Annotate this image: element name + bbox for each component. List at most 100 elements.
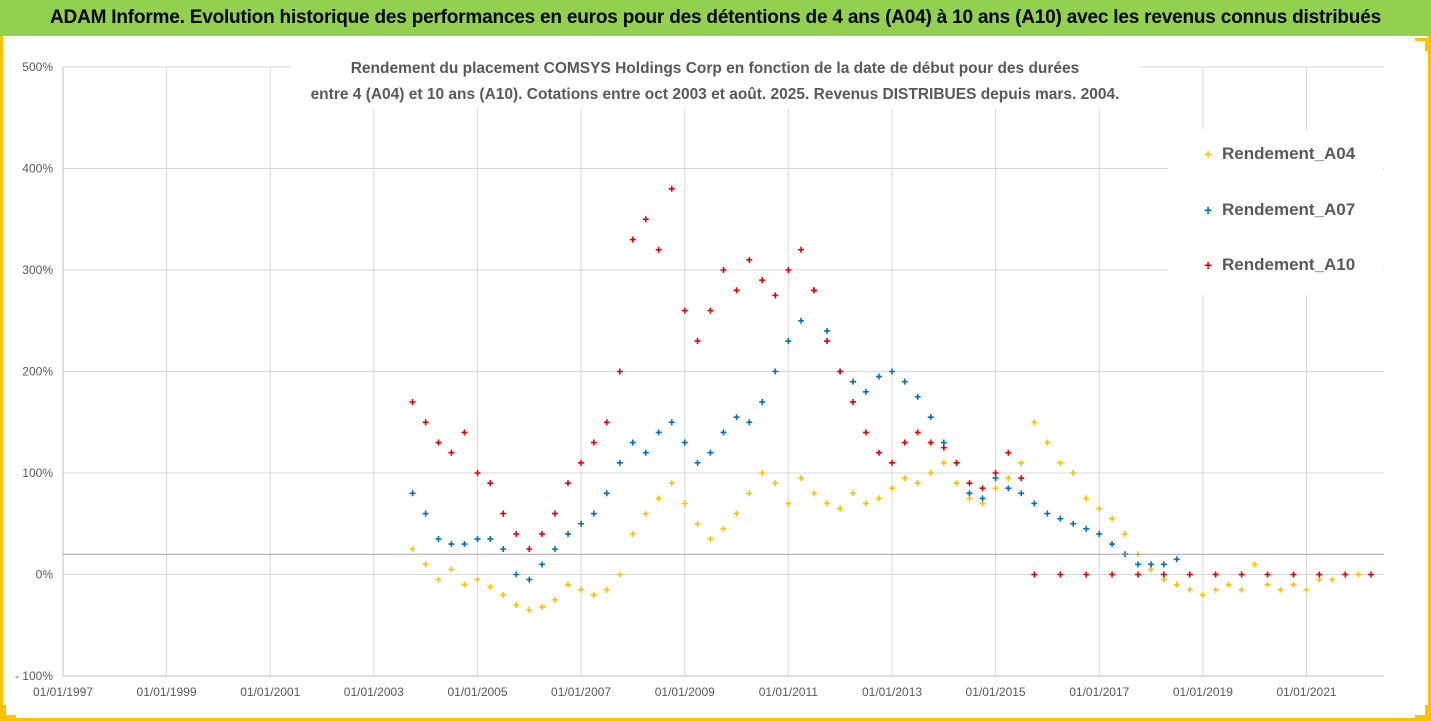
- axes: - 100% 0% 100% 200% 300% 400% 500% 01/01/1997 01…: [15, 60, 1384, 699]
- data-point: [1018, 459, 1025, 466]
- data-point: [500, 546, 507, 553]
- data-point: [513, 571, 520, 578]
- x-tick-label: 01/01/2021: [1277, 685, 1337, 699]
- data-point: [668, 185, 675, 192]
- data-point: [603, 490, 610, 497]
- legend: + Rendement_A04 + Rendement_A07 + Rendem…: [1168, 130, 1383, 295]
- data-point: [940, 439, 947, 446]
- data-point: [889, 368, 896, 375]
- x-tick-label: 01/01/2005: [447, 685, 507, 699]
- data-point: [720, 267, 727, 273]
- data-point: [1057, 571, 1064, 578]
- data-point: [966, 495, 973, 502]
- x-tick-label: 01/01/2001: [240, 685, 300, 699]
- data-point: [435, 439, 442, 446]
- data-point: [500, 510, 507, 517]
- data-point: [979, 495, 986, 502]
- data-point: [811, 490, 818, 497]
- data-point: [966, 490, 973, 497]
- data-point: [681, 307, 688, 314]
- data-point: [992, 485, 999, 492]
- data-point: [539, 530, 546, 537]
- data-point: [746, 490, 753, 497]
- data-point: [1212, 586, 1219, 593]
- data-point: [1096, 505, 1103, 512]
- legend-label-a04: Rendement_A04: [1222, 144, 1356, 163]
- data-point: [889, 459, 896, 466]
- legend-item-a07: + Rendement_A07: [1204, 200, 1355, 220]
- data-point: [837, 505, 844, 512]
- data-point: [1018, 475, 1025, 482]
- data-point: [461, 429, 468, 436]
- data-point: [616, 571, 623, 578]
- data-point: [694, 338, 701, 345]
- data-point: [798, 475, 805, 482]
- data-point: [901, 475, 908, 482]
- frame-corner: [3, 705, 16, 718]
- data-point: [1135, 561, 1142, 568]
- data-point: [526, 607, 533, 614]
- data-point: [487, 535, 494, 542]
- banner-title: ADAM Informe. Evolution historique des p…: [50, 7, 1381, 28]
- data-point: [927, 414, 934, 421]
- data-point: [1031, 500, 1038, 507]
- data-point: [681, 439, 688, 446]
- data-point: [1083, 525, 1090, 532]
- data-point: [940, 444, 947, 451]
- y-tick-label: 400%: [22, 162, 53, 176]
- data-point: [1342, 571, 1349, 578]
- legend-label-a07: Rendement_A07: [1222, 200, 1356, 219]
- frame-corner: [1415, 38, 1428, 51]
- frame-corner: [1415, 705, 1428, 718]
- data-point: [409, 398, 416, 405]
- data-point: [1109, 571, 1116, 578]
- data-point: [875, 449, 882, 456]
- data-point: [824, 327, 831, 334]
- chart-title-line2: entre 4 (A04) et 10 ans (A10). Cotations…: [310, 86, 1120, 103]
- data-point: [461, 541, 468, 548]
- data-point: [474, 576, 481, 583]
- data-point: [565, 581, 572, 588]
- data-point: [1225, 581, 1232, 588]
- data-point: [1238, 586, 1245, 593]
- y-tick-label: 500%: [22, 60, 53, 74]
- data-point: [474, 535, 481, 542]
- data-point: [1355, 571, 1362, 578]
- data-point: [707, 449, 714, 456]
- data-point: [513, 530, 520, 537]
- data-point: [487, 480, 494, 487]
- data-point: [526, 546, 533, 553]
- data-point: [422, 561, 429, 568]
- data-point: [785, 500, 792, 507]
- data-point: [448, 566, 455, 573]
- data-point: [1148, 566, 1155, 573]
- data-point: [1083, 495, 1090, 502]
- data-point: [642, 216, 649, 223]
- data-point: [837, 368, 844, 375]
- data-point: [1173, 581, 1180, 588]
- data-point: [616, 368, 623, 375]
- data-point: [681, 500, 688, 507]
- data-point: [474, 470, 481, 476]
- grid: [62, 66, 1384, 677]
- data-point: [694, 520, 701, 527]
- data-point: [966, 480, 973, 487]
- data-point: [448, 449, 455, 456]
- data-point: [889, 485, 896, 492]
- data-point: [1290, 571, 1297, 578]
- data-point: [901, 378, 908, 385]
- legend-marker-a10: +: [1204, 257, 1213, 273]
- data-point: [1005, 485, 1012, 492]
- data-point: [1186, 586, 1193, 593]
- data-point: [539, 603, 546, 610]
- data-point: [1057, 459, 1064, 466]
- data-point: [590, 439, 597, 446]
- banner: ADAM Informe. Evolution historique des p…: [0, 0, 1431, 36]
- data-point: [862, 429, 869, 436]
- legend-marker-a04: +: [1204, 146, 1213, 162]
- data-point: [798, 317, 805, 324]
- data-point: [1173, 556, 1180, 563]
- data-point: [1303, 586, 1310, 593]
- data-point: [513, 601, 520, 608]
- data-point: [642, 510, 649, 517]
